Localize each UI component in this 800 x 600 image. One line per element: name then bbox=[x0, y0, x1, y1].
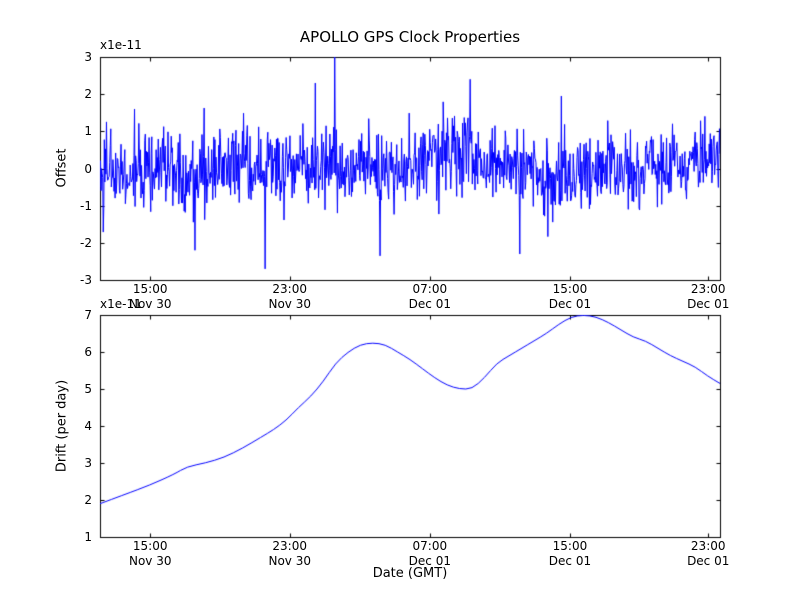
x-tick-time: 15:00 bbox=[132, 282, 168, 296]
x-tick-date: Dec 01 bbox=[548, 297, 592, 311]
x-axis-label: Date (GMT) bbox=[372, 566, 448, 581]
y-tick-label: 3 bbox=[84, 456, 92, 470]
x-tick-date: Nov 30 bbox=[268, 554, 311, 568]
x-tick-date: Dec 01 bbox=[548, 554, 592, 568]
x-tick-time: 07:00 bbox=[412, 539, 448, 553]
x-tick-label: 23:00 Nov 30 bbox=[268, 539, 311, 569]
x-tick-time: 23:00 bbox=[272, 282, 308, 296]
x-tick-date: Dec 01 bbox=[408, 554, 451, 568]
x-tick-time: 15:00 bbox=[132, 539, 168, 553]
x-tick-time: 23:00 bbox=[272, 539, 308, 553]
y-tick-label: 2 bbox=[84, 87, 92, 102]
x-tick-label: 23:00 Dec 01 bbox=[687, 282, 729, 312]
y-tick-label: 6 bbox=[84, 345, 92, 359]
x-tick-label: 15:00 Dec 01 bbox=[549, 539, 591, 569]
x-tick-label: 15:00 Nov 30 bbox=[129, 539, 172, 569]
x-tick-time: 07:00 bbox=[412, 282, 448, 296]
x-tick-date: Dec 01 bbox=[687, 297, 730, 311]
y-tick-label: 2 bbox=[84, 493, 92, 507]
x-tick-time: 15:00 bbox=[552, 282, 588, 296]
drift-axis-multiplier: x1e-11 bbox=[100, 297, 142, 311]
x-tick-label: 23:00 Nov 30 bbox=[268, 282, 311, 312]
x-tick-label: 07:00 Dec 01 bbox=[409, 282, 451, 312]
y-tick-label: 1 bbox=[84, 124, 92, 139]
figure-title: APOLLO GPS Clock Properties bbox=[299, 28, 521, 46]
y-tick-label: 0 bbox=[84, 161, 92, 176]
x-tick-time: 23:00 bbox=[690, 539, 726, 553]
x-tick-date: Nov 30 bbox=[268, 297, 311, 311]
x-tick-date: Dec 01 bbox=[408, 297, 451, 311]
y-tick-label: 7 bbox=[84, 308, 92, 322]
x-tick-label: 23:00 Dec 01 bbox=[687, 539, 729, 569]
y-tick-label: 3 bbox=[84, 50, 92, 64]
y-tick-label: 4 bbox=[84, 419, 92, 433]
x-tick-label: 15:00 Dec 01 bbox=[549, 282, 591, 312]
x-tick-date: Nov 30 bbox=[128, 297, 172, 311]
y-tick-label: 1 bbox=[84, 530, 92, 544]
y-tick-label: -2 bbox=[80, 235, 92, 250]
offset-axis-multiplier: x1e-11 bbox=[100, 38, 142, 52]
x-tick-date: Nov 30 bbox=[128, 554, 172, 568]
y-tick-label: 5 bbox=[84, 382, 92, 396]
y-tick-label: -1 bbox=[80, 198, 92, 213]
y-tick-label: -3 bbox=[80, 273, 92, 287]
x-tick-date: Dec 01 bbox=[687, 554, 730, 568]
x-tick-label: 07:00 Dec 01 bbox=[409, 539, 451, 569]
x-tick-time: 23:00 bbox=[690, 282, 726, 296]
x-tick-time: 15:00 bbox=[552, 539, 588, 553]
x-tick-label: 15:00 Nov 30 bbox=[129, 282, 172, 312]
